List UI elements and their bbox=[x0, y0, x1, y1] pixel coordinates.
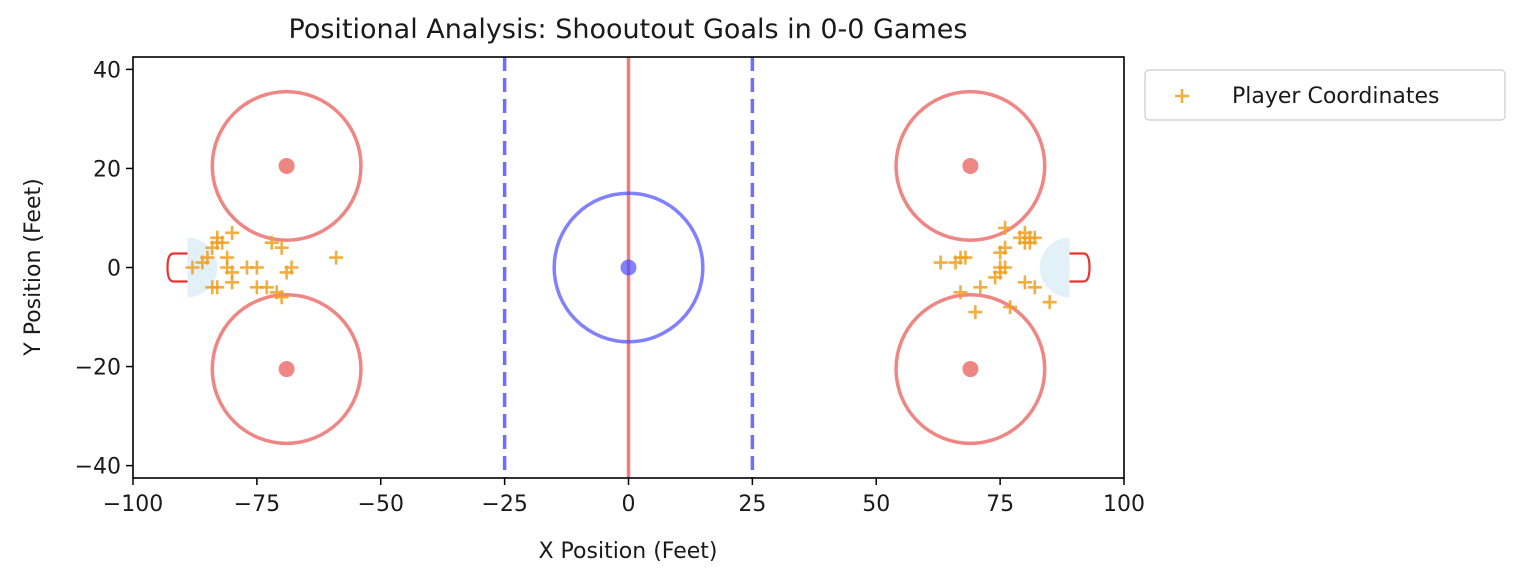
player-point bbox=[200, 250, 215, 265]
x-tick-label: 100 bbox=[1103, 492, 1145, 517]
player-point bbox=[933, 255, 948, 270]
player-point bbox=[953, 285, 968, 300]
x-tick-label: 75 bbox=[986, 492, 1014, 517]
legend-frame bbox=[1144, 69, 1506, 121]
y-axis-label: Y Position (Feet) bbox=[21, 178, 46, 356]
x-tick-label: −25 bbox=[481, 492, 527, 517]
player-point bbox=[210, 280, 225, 295]
faceoff-circle bbox=[210, 89, 363, 243]
chart-title: Positional Analysis: Shooutout Goals in … bbox=[289, 14, 968, 45]
x-tick-label: 0 bbox=[622, 492, 636, 517]
faceoff-circle bbox=[210, 292, 363, 446]
player-point bbox=[264, 235, 279, 250]
legend-marker-plus-icon bbox=[1175, 89, 1189, 103]
player-point bbox=[1017, 275, 1032, 290]
legend-entry-player-coordinates: Player Coordinates bbox=[1232, 84, 1440, 109]
x-tick-label: 25 bbox=[738, 492, 766, 517]
faceoff-circle bbox=[894, 89, 1047, 243]
goal-net bbox=[1069, 252, 1091, 283]
player-point bbox=[274, 290, 289, 305]
y-axis: −40 −20 0 20 40 bbox=[75, 58, 133, 480]
goal-crease bbox=[1039, 237, 1070, 298]
player-point bbox=[968, 305, 983, 320]
legend: Player Coordinates bbox=[1144, 69, 1506, 121]
player-point bbox=[274, 240, 289, 255]
faceoff-dot bbox=[278, 361, 295, 378]
y-tick-label: 20 bbox=[93, 157, 121, 182]
center-circle bbox=[552, 191, 705, 344]
player-point bbox=[249, 260, 264, 275]
player-point bbox=[1022, 235, 1037, 250]
player-point bbox=[1003, 300, 1018, 315]
player-point bbox=[1042, 295, 1057, 310]
faceoff-dot bbox=[962, 361, 979, 378]
player-point bbox=[1027, 280, 1042, 295]
x-tick-label: −75 bbox=[234, 492, 280, 517]
y-tick-label: −40 bbox=[75, 455, 121, 480]
player-point bbox=[998, 260, 1013, 275]
x-tick-label: −100 bbox=[103, 492, 163, 517]
player-point bbox=[225, 275, 240, 290]
faceoff-dot bbox=[962, 157, 979, 174]
goal-net bbox=[166, 252, 188, 283]
x-tick-label: −50 bbox=[358, 492, 404, 517]
y-tick-label: 0 bbox=[107, 257, 121, 282]
legend-plus-mark bbox=[1175, 89, 1189, 103]
x-axis-label: X Position (Feet) bbox=[538, 539, 717, 564]
player-point bbox=[279, 265, 294, 280]
x-axis: −100 −75 −50 −25 0 25 50 75 100 bbox=[103, 478, 1145, 517]
player-point bbox=[998, 220, 1013, 235]
rink-markings bbox=[166, 57, 1091, 478]
player-point bbox=[185, 260, 200, 275]
player-point bbox=[215, 235, 230, 250]
player-point bbox=[973, 280, 988, 295]
center-dot bbox=[620, 259, 637, 276]
faceoff-circle bbox=[894, 292, 1047, 446]
player-points bbox=[185, 220, 1057, 320]
y-tick-label: 40 bbox=[93, 58, 121, 83]
player-point bbox=[329, 250, 344, 265]
player-point bbox=[998, 240, 1013, 255]
faceoff-dot bbox=[278, 157, 295, 174]
player-point bbox=[225, 225, 240, 240]
x-tick-label: 50 bbox=[862, 492, 890, 517]
y-tick-label: −20 bbox=[75, 356, 121, 381]
player-point bbox=[958, 250, 973, 265]
player-point bbox=[259, 280, 274, 295]
